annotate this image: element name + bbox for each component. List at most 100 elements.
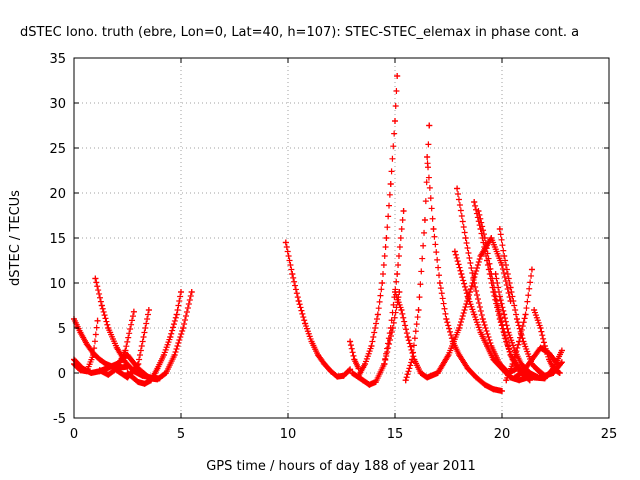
data-point — [347, 338, 354, 345]
y-tick-label: 25 — [49, 142, 66, 157]
data-point — [550, 370, 557, 376]
y-tick-label: 0 — [58, 367, 66, 382]
data-point — [516, 377, 523, 384]
data-point — [466, 289, 473, 295]
data-point — [387, 181, 394, 187]
data-point — [362, 361, 369, 367]
x-tick-label: 10 — [280, 427, 297, 442]
data-point — [145, 307, 152, 313]
data-point — [103, 365, 110, 372]
series-markers — [282, 239, 354, 380]
data-point — [458, 271, 465, 277]
data-point — [451, 248, 458, 255]
series-markers — [402, 122, 433, 384]
data-point — [484, 343, 491, 349]
data-point — [98, 302, 105, 309]
data-point — [383, 235, 390, 241]
series-28 — [533, 359, 565, 379]
data-point — [477, 329, 484, 336]
y-tick-label: 15 — [49, 232, 66, 247]
data-point — [113, 367, 120, 374]
data-point — [340, 372, 347, 379]
data-point — [398, 307, 405, 313]
data-points — [71, 73, 565, 394]
data-point — [415, 307, 422, 313]
data-point — [436, 280, 443, 286]
series-markers — [347, 338, 362, 372]
data-point — [456, 352, 463, 358]
data-point — [173, 311, 180, 318]
data-point — [374, 311, 381, 318]
data-point — [518, 361, 525, 367]
data-point — [464, 365, 471, 372]
data-point — [424, 374, 431, 381]
data-point — [481, 235, 488, 241]
data-point — [404, 334, 411, 340]
series-10 — [347, 338, 362, 372]
data-point — [496, 293, 503, 300]
data-point — [302, 320, 309, 327]
data-point — [507, 352, 514, 358]
data-point — [490, 386, 497, 393]
x-tick-label: 15 — [387, 427, 404, 442]
data-point — [282, 239, 289, 246]
data-point — [154, 376, 161, 383]
data-point — [96, 356, 103, 363]
data-point — [366, 381, 373, 388]
data-point — [359, 377, 366, 384]
data-point — [394, 271, 401, 277]
data-point — [492, 271, 499, 277]
data-point — [479, 316, 486, 322]
data-point — [558, 359, 565, 366]
data-point — [83, 341, 90, 348]
data-point — [471, 199, 478, 205]
series-9 — [282, 239, 354, 380]
data-point — [464, 293, 471, 300]
data-point — [349, 370, 356, 376]
data-point — [334, 373, 341, 380]
data-point — [351, 356, 358, 363]
data-point — [171, 352, 178, 358]
y-tick-label: 5 — [58, 322, 66, 337]
data-point — [178, 289, 184, 295]
data-point — [426, 122, 433, 129]
data-point — [167, 334, 174, 340]
data-point — [122, 347, 129, 354]
data-point — [394, 73, 401, 79]
data-point — [113, 361, 120, 367]
data-point — [499, 388, 505, 394]
data-point — [473, 374, 480, 381]
series-markers — [475, 208, 531, 379]
data-point — [477, 253, 484, 259]
data-point — [141, 380, 148, 387]
y-axis-label: dSTEC / TECUs — [8, 190, 23, 286]
data-point — [154, 365, 161, 372]
data-point — [321, 361, 328, 367]
series-14 — [392, 289, 431, 381]
data-point — [513, 316, 520, 322]
data-point — [135, 361, 142, 367]
data-point — [347, 366, 354, 373]
data-point — [135, 379, 142, 385]
data-point — [541, 343, 548, 349]
series-15 — [402, 122, 433, 384]
series-16 — [424, 154, 505, 394]
data-point — [295, 298, 302, 304]
data-point — [96, 367, 103, 374]
series-8 — [145, 289, 195, 383]
data-point — [409, 356, 416, 363]
data-point — [105, 325, 112, 331]
chart-title: dSTEC Iono. truth (ebre, Lon=0, Lat=40, … — [20, 25, 579, 40]
data-point — [372, 379, 379, 385]
data-point — [105, 371, 112, 378]
data-point — [501, 311, 508, 318]
x-tick-label: 5 — [177, 427, 185, 442]
data-point — [124, 370, 131, 376]
x-tick-label: 0 — [70, 427, 78, 442]
data-point — [124, 352, 131, 358]
data-point — [421, 217, 428, 223]
data-point — [113, 344, 120, 351]
data-point — [160, 352, 167, 358]
data-point — [180, 325, 187, 331]
